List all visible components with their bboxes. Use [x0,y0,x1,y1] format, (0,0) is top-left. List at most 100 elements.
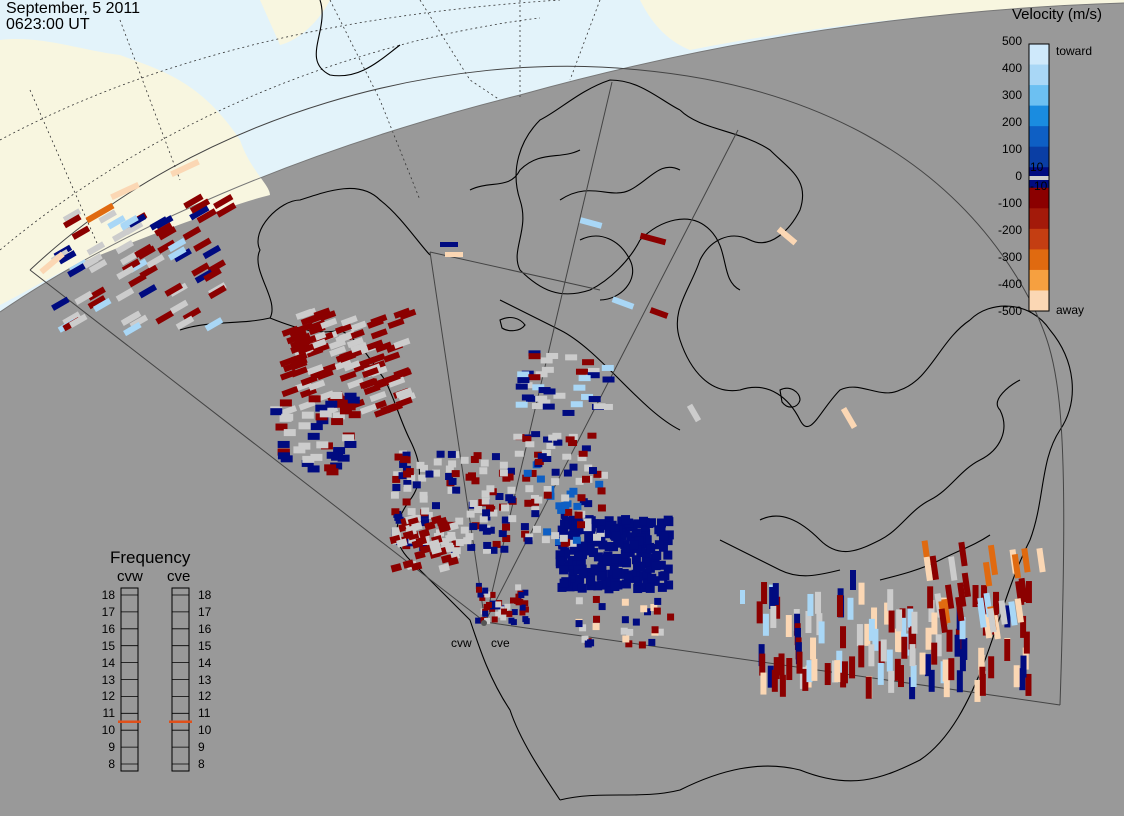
colorbar-tick-label: -10 [1030,179,1048,193]
echo-cell [872,628,879,651]
echo-cell [598,603,606,611]
colorbar-tick-label: 300 [1001,88,1022,102]
colorbar-tick-label: 0 [1015,169,1022,183]
echo-cell [559,578,569,588]
echo-cell [343,360,361,372]
echo-cell [593,552,603,562]
echo-cell [445,472,454,480]
echo-cell [419,495,428,503]
echo-cell [445,533,457,543]
echo-cell [495,492,504,500]
echo-cell [522,616,529,623]
colorbar-border [1028,43,1050,312]
echo-cell [290,352,308,364]
echo-cell [541,536,550,544]
echo-cell [438,563,450,573]
echo-cells [39,158,1046,702]
echo-cell [909,677,916,700]
echo-cell [528,353,541,360]
echo-cell [582,475,591,483]
echo-cell [340,315,358,327]
echo-cell [592,623,600,631]
echo-cell [522,589,529,596]
echo-cell [593,470,602,478]
echo-cell [840,626,847,649]
echo-cell [528,374,541,381]
echo-cell [537,453,547,460]
station-label-east: cve [491,636,510,650]
echo-cell [447,486,456,494]
echo-cell [587,367,600,374]
echo-cell [944,584,955,609]
echo-cell [522,606,529,613]
echo-cell [610,525,620,535]
frequency-level-label: 17 [101,604,115,619]
echo-cell [62,208,82,223]
colorbar-segment [1029,44,1049,66]
echo-cell [602,555,612,565]
echo-cell [399,455,408,463]
echo-cell [299,335,317,347]
echo-cell [489,591,496,598]
echo-cell [441,538,450,546]
echo-cell [805,611,812,634]
echo-cell [631,528,641,538]
echo-cell [402,498,411,506]
frequency-level-label: 11 [102,706,115,721]
echo-cell [491,616,498,623]
echo-cell [523,469,532,477]
echo-cell [392,483,401,491]
echo-cell [982,561,993,587]
echo-cell [959,649,966,672]
echo-cell [402,530,415,540]
echo-cell [508,617,515,624]
echo-cell [868,644,875,667]
echo-cell [587,639,595,647]
echo-cell [601,364,614,371]
echo-cell [419,544,431,555]
echo-cell [896,609,903,632]
echo-cell [596,529,605,537]
echo-cell [467,472,476,480]
echo-cell [663,550,673,560]
echo-cell [277,440,290,448]
echo-cell [577,583,587,593]
echo-cell [525,395,538,402]
echo-cell [525,533,534,541]
echo-cell [774,596,781,619]
echo-cell [342,434,355,442]
echo-cell [656,628,664,636]
echo-cell [868,618,875,641]
echo-cell [604,542,614,552]
echo-cell [611,296,635,310]
echo-cell [88,259,108,274]
echo-cell [865,676,872,699]
echo-cell [477,591,484,598]
echo-cell [350,341,368,354]
echo-cell [51,296,70,311]
echo-cell [542,455,552,462]
echo-cell [308,395,321,403]
echo-cell [295,308,313,320]
echo-cell [428,539,441,549]
echo-cell [573,384,586,391]
echo-cell [509,597,516,604]
echo-cell [568,440,578,447]
echo-cell [621,558,631,568]
echo-cell [298,442,311,450]
echo-cell [584,533,594,543]
echo-cell [84,253,103,268]
echo-cell [611,531,621,541]
echo-cell [531,431,541,438]
echo-cell [761,582,768,605]
echo-cell [308,379,326,391]
echo-cell [331,418,344,426]
echo-cell [482,509,491,517]
echo-cell [582,359,595,366]
echo-cell [977,603,987,628]
echo-cell [663,515,673,525]
frequency-level-label: 15 [101,638,115,653]
station-marker [481,620,487,626]
colorbar-segment [1029,290,1049,312]
echo-cell [948,658,955,681]
